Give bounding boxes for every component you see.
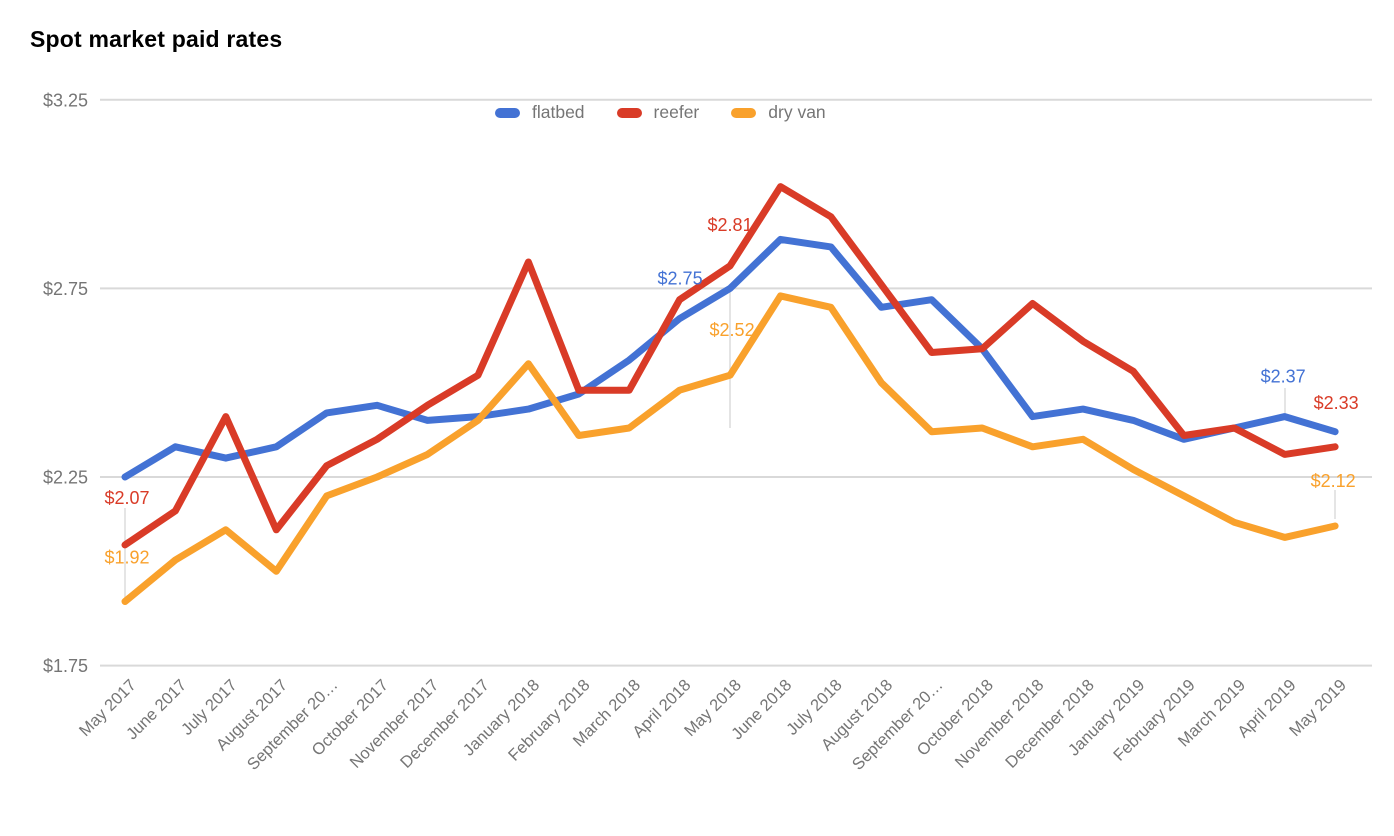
annotation-dry-van-1-92: $1.92 xyxy=(104,547,149,567)
x-tick-december-2018-19: December 2018 xyxy=(1002,676,1098,772)
annotation-dry-van-2-12: $2.12 xyxy=(1311,471,1356,491)
y-axis-labels: $3.25 $2.75 $2.25 $1.75 xyxy=(43,90,88,676)
legend-entry-dry-van: dry van xyxy=(731,102,826,122)
annotation-dry-van-2-52: $2.52 xyxy=(710,320,755,340)
annotation-reefer-2-07: $2.07 xyxy=(104,488,149,508)
annotation-stems xyxy=(124,292,1336,598)
series-line-flatbed[interactable] xyxy=(121,235,1339,481)
x-tick-september-20-16: September 20… xyxy=(849,676,947,774)
legend-label-flatbed: flatbed xyxy=(532,102,585,122)
series-lines xyxy=(121,183,1339,605)
data-labels: $2.07 $1.92 $2.75 $2.81 $2.52 $2.37 $2.33 $2.12 xyxy=(104,215,1358,568)
annotation-flatbed-2-75: $2.75 xyxy=(658,268,703,288)
legend-label-reefer: reefer xyxy=(653,102,700,122)
legend-entry-reefer: reefer xyxy=(616,102,700,122)
y-tick-1-75: $1.75 xyxy=(43,656,88,676)
legend-swatch-dry-van-icon xyxy=(731,107,757,118)
legend-swatch-reefer-icon xyxy=(616,107,642,118)
y-tick-2-25: $2.25 xyxy=(43,468,88,488)
y-tick-3-25: $3.25 xyxy=(43,90,88,110)
series-line-reefer[interactable] xyxy=(121,183,1339,549)
annotation-reefer-2-33: $2.33 xyxy=(1314,393,1359,413)
x-tick-november-2018-18: November 2018 xyxy=(952,676,1048,772)
x-tick-december-2017-7: December 2017 xyxy=(397,676,493,772)
annotation-reefer-2-81: $2.81 xyxy=(708,215,753,235)
chart-legend: flatbed reefer dry van xyxy=(495,102,826,122)
y-gridlines xyxy=(100,98,1372,667)
legend-entry-flatbed: flatbed xyxy=(495,102,585,122)
y-tick-2-75: $2.75 xyxy=(43,279,88,299)
annotation-flatbed-2-37: $2.37 xyxy=(1261,367,1306,387)
chart-title: Spot market paid rates xyxy=(30,26,283,52)
series-line-dry-van[interactable] xyxy=(121,292,1339,605)
x-tick-september-20-4: September 20… xyxy=(244,676,342,774)
legend-swatch-flatbed-icon xyxy=(495,107,520,118)
x-tick-november-2017-6: November 2017 xyxy=(347,676,443,772)
legend-label-dry-van: dry van xyxy=(768,102,826,122)
